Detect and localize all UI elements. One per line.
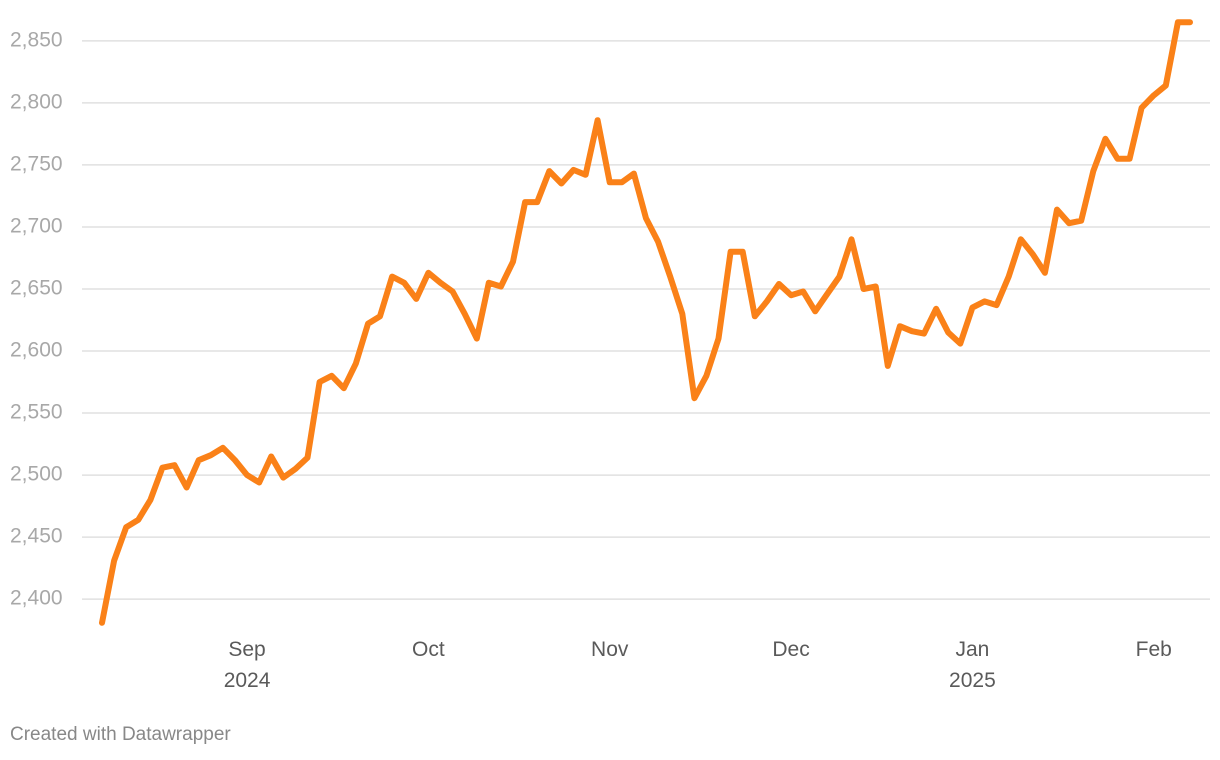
x-tick-label: Jan 2025	[949, 638, 996, 692]
y-tick-label: 2,550	[10, 401, 63, 424]
y-tick-label: 2,750	[10, 152, 63, 175]
line	[99, 19, 1193, 626]
x-tick-label: Sep 2024	[223, 638, 271, 692]
y-tick-label: 2,400	[10, 587, 63, 610]
credit: Created with Datawrapper	[10, 724, 231, 745]
y-tick-label: 2,450	[10, 525, 63, 548]
x-tick-label: Oct	[412, 638, 445, 661]
x-tick-label: Dec	[772, 638, 810, 661]
y-tick-label: 2,700	[10, 214, 63, 237]
y-tick-label: 2,650	[10, 277, 63, 300]
y-tick-label: 2,600	[10, 339, 63, 362]
y-tick-label: 2,800	[10, 90, 63, 113]
x-tick-label: Nov	[591, 638, 629, 661]
y-tick-label: 2,850	[10, 28, 63, 51]
x-tick-label: Feb	[1135, 638, 1172, 661]
y-tick-label: 2,500	[10, 463, 63, 486]
